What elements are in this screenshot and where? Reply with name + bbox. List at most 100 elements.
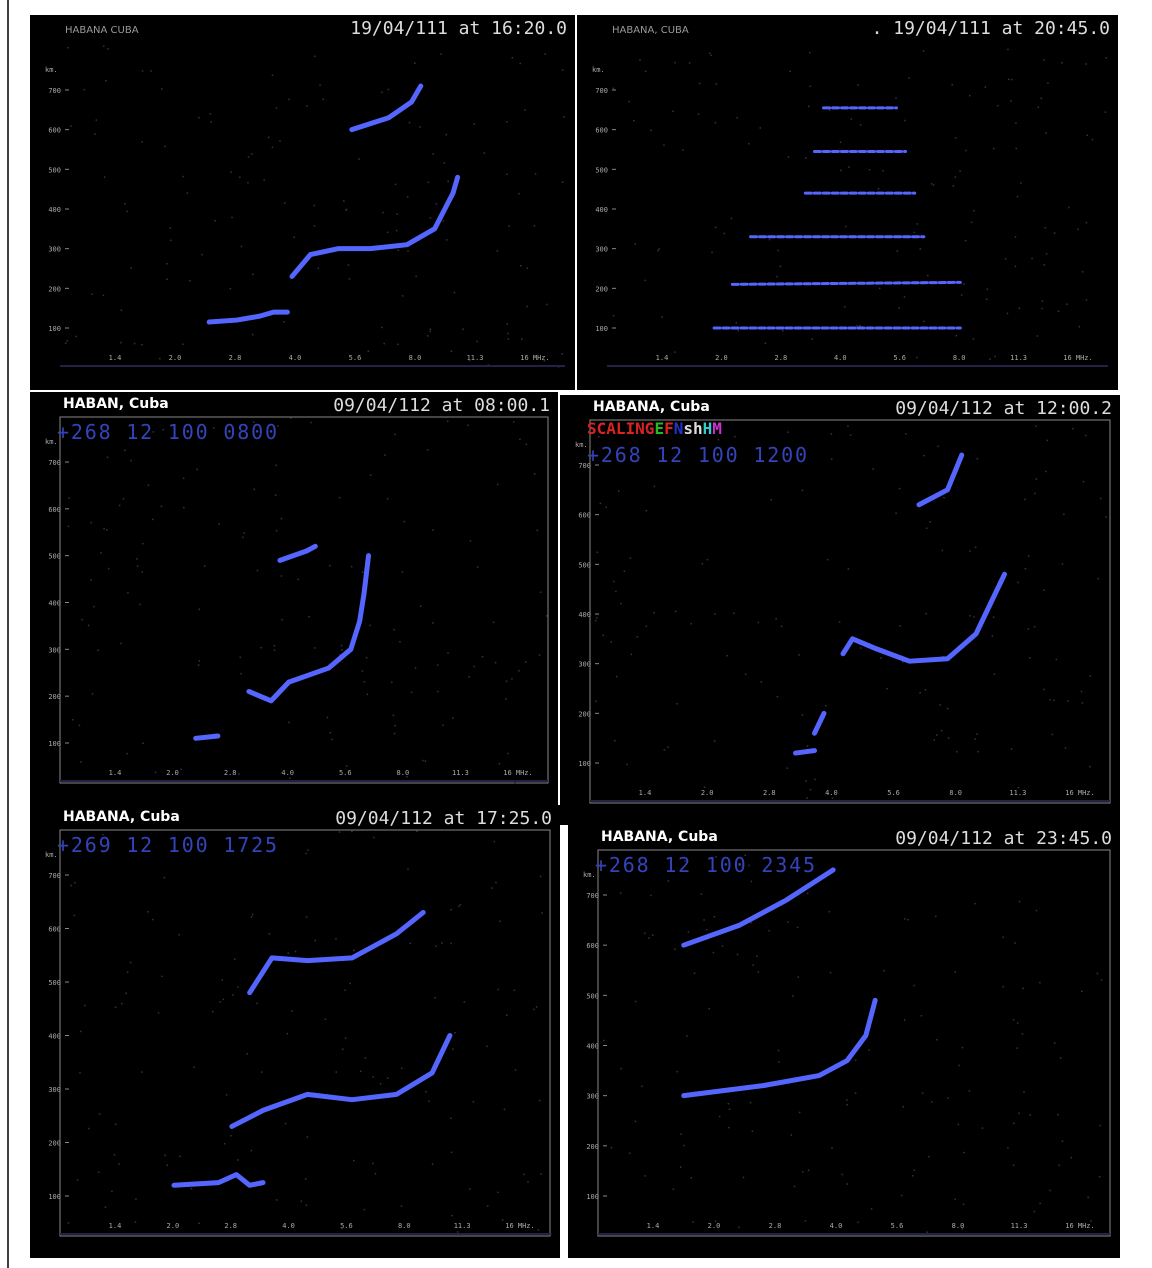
noise-dot [469, 1188, 471, 1190]
noise-dot [533, 225, 536, 227]
y-tick-label: 100 [48, 1193, 61, 1201]
x-tick-label: 8.0 [952, 1222, 965, 1230]
noise-dot [646, 428, 649, 431]
noise-dot [511, 56, 514, 59]
noise-dot [809, 51, 811, 54]
scaling-part: M [712, 419, 722, 438]
noise-dot [744, 854, 746, 856]
noise-dot [790, 1134, 793, 1136]
noise-dot [1089, 675, 1091, 677]
noise-dot [1027, 555, 1030, 557]
noise-dot [120, 642, 122, 645]
noise-dot [80, 761, 82, 763]
noise-dot [501, 1219, 504, 1221]
timestamp: 09/04/112 at 17:25.0 [335, 808, 552, 829]
noise-dot [102, 294, 105, 297]
noise-dot [150, 70, 152, 72]
noise-dot [442, 220, 445, 222]
noise-dot [70, 884, 72, 887]
noise-dot [147, 911, 149, 913]
y-tick-label: 700 [595, 87, 608, 95]
noise-dot [393, 628, 395, 631]
noise-dot [926, 1231, 928, 1233]
noise-dot [764, 342, 767, 344]
noise-dot [520, 338, 523, 340]
noise-dot [708, 1008, 710, 1010]
x-tick-label: 2.8 [229, 354, 242, 362]
noise-dot [1027, 628, 1030, 630]
noise-dot [113, 1154, 116, 1156]
noise-dot [954, 1198, 956, 1201]
x-tick-label: 1.4 [647, 1222, 660, 1230]
noise-dot [697, 113, 700, 115]
noise-dot [898, 307, 900, 309]
noise-dot [469, 540, 472, 542]
noise-dot [546, 303, 548, 306]
noise-dot [916, 223, 919, 225]
noise-dot [952, 185, 955, 187]
noise-dot [706, 558, 709, 561]
noise-dot [263, 179, 265, 182]
noise-dot [182, 175, 184, 178]
noise-dot [164, 1154, 166, 1157]
noise-dot [1007, 1146, 1009, 1149]
noise-dot [613, 580, 615, 583]
noise-dot [776, 695, 779, 698]
noise-dot [954, 176, 957, 178]
noise-dot [1033, 625, 1036, 628]
noise-dot [419, 126, 421, 128]
noise-dot [115, 1123, 117, 1126]
noise-dot [829, 972, 832, 974]
noise-dot [152, 918, 154, 921]
x-tick-label: 4.0 [830, 1222, 843, 1230]
x-tick-label: 1.4 [109, 769, 122, 777]
noise-dot [300, 1200, 302, 1202]
noise-dot [281, 618, 283, 621]
noise-dot [963, 283, 965, 285]
noise-dot [801, 714, 804, 716]
noise-dot [750, 921, 752, 924]
noise-dot [1104, 111, 1107, 113]
noise-dot [308, 615, 310, 618]
noise-dot [392, 714, 395, 717]
noise-dot [839, 141, 842, 144]
panel-background [568, 825, 1120, 1258]
noise-dot [1014, 236, 1017, 238]
noise-dot [779, 265, 782, 268]
y-tick-label: 200 [586, 1143, 599, 1151]
noise-dot [1018, 1112, 1020, 1114]
noise-dot [603, 1039, 605, 1042]
noise-dot [313, 204, 315, 207]
noise-dot [676, 1070, 678, 1073]
noise-dot [100, 552, 102, 554]
noise-dot [651, 934, 654, 936]
noise-dot [407, 868, 409, 870]
noise-dot [674, 61, 676, 64]
noise-dot [648, 937, 650, 939]
y-tick-label: 100 [595, 325, 608, 333]
noise-dot [1039, 1202, 1041, 1205]
noise-dot [1018, 900, 1021, 903]
noise-dot [698, 82, 701, 85]
noise-dot [870, 1208, 873, 1210]
noise-dot [1105, 57, 1107, 59]
noise-dot [1033, 1210, 1036, 1213]
noise-dot [503, 1108, 506, 1111]
noise-dot [353, 1159, 355, 1162]
noise-dot [386, 498, 389, 500]
noise-dot [364, 1057, 367, 1059]
noise-dot [506, 1014, 508, 1016]
noise-dot [1049, 1189, 1051, 1192]
noise-dot [130, 459, 132, 462]
noise-dot [610, 1146, 613, 1149]
noise-dot [959, 170, 961, 172]
noise-dot [1051, 733, 1054, 736]
panel-background [30, 805, 560, 1258]
noise-dot [400, 1205, 403, 1207]
x-tick-label: 16 MHz. [520, 354, 550, 362]
y-tick-label: 500 [595, 166, 608, 174]
noise-dot [1043, 589, 1045, 591]
noise-dot [533, 473, 536, 475]
noise-dot [703, 919, 705, 921]
noise-dot [429, 217, 432, 219]
